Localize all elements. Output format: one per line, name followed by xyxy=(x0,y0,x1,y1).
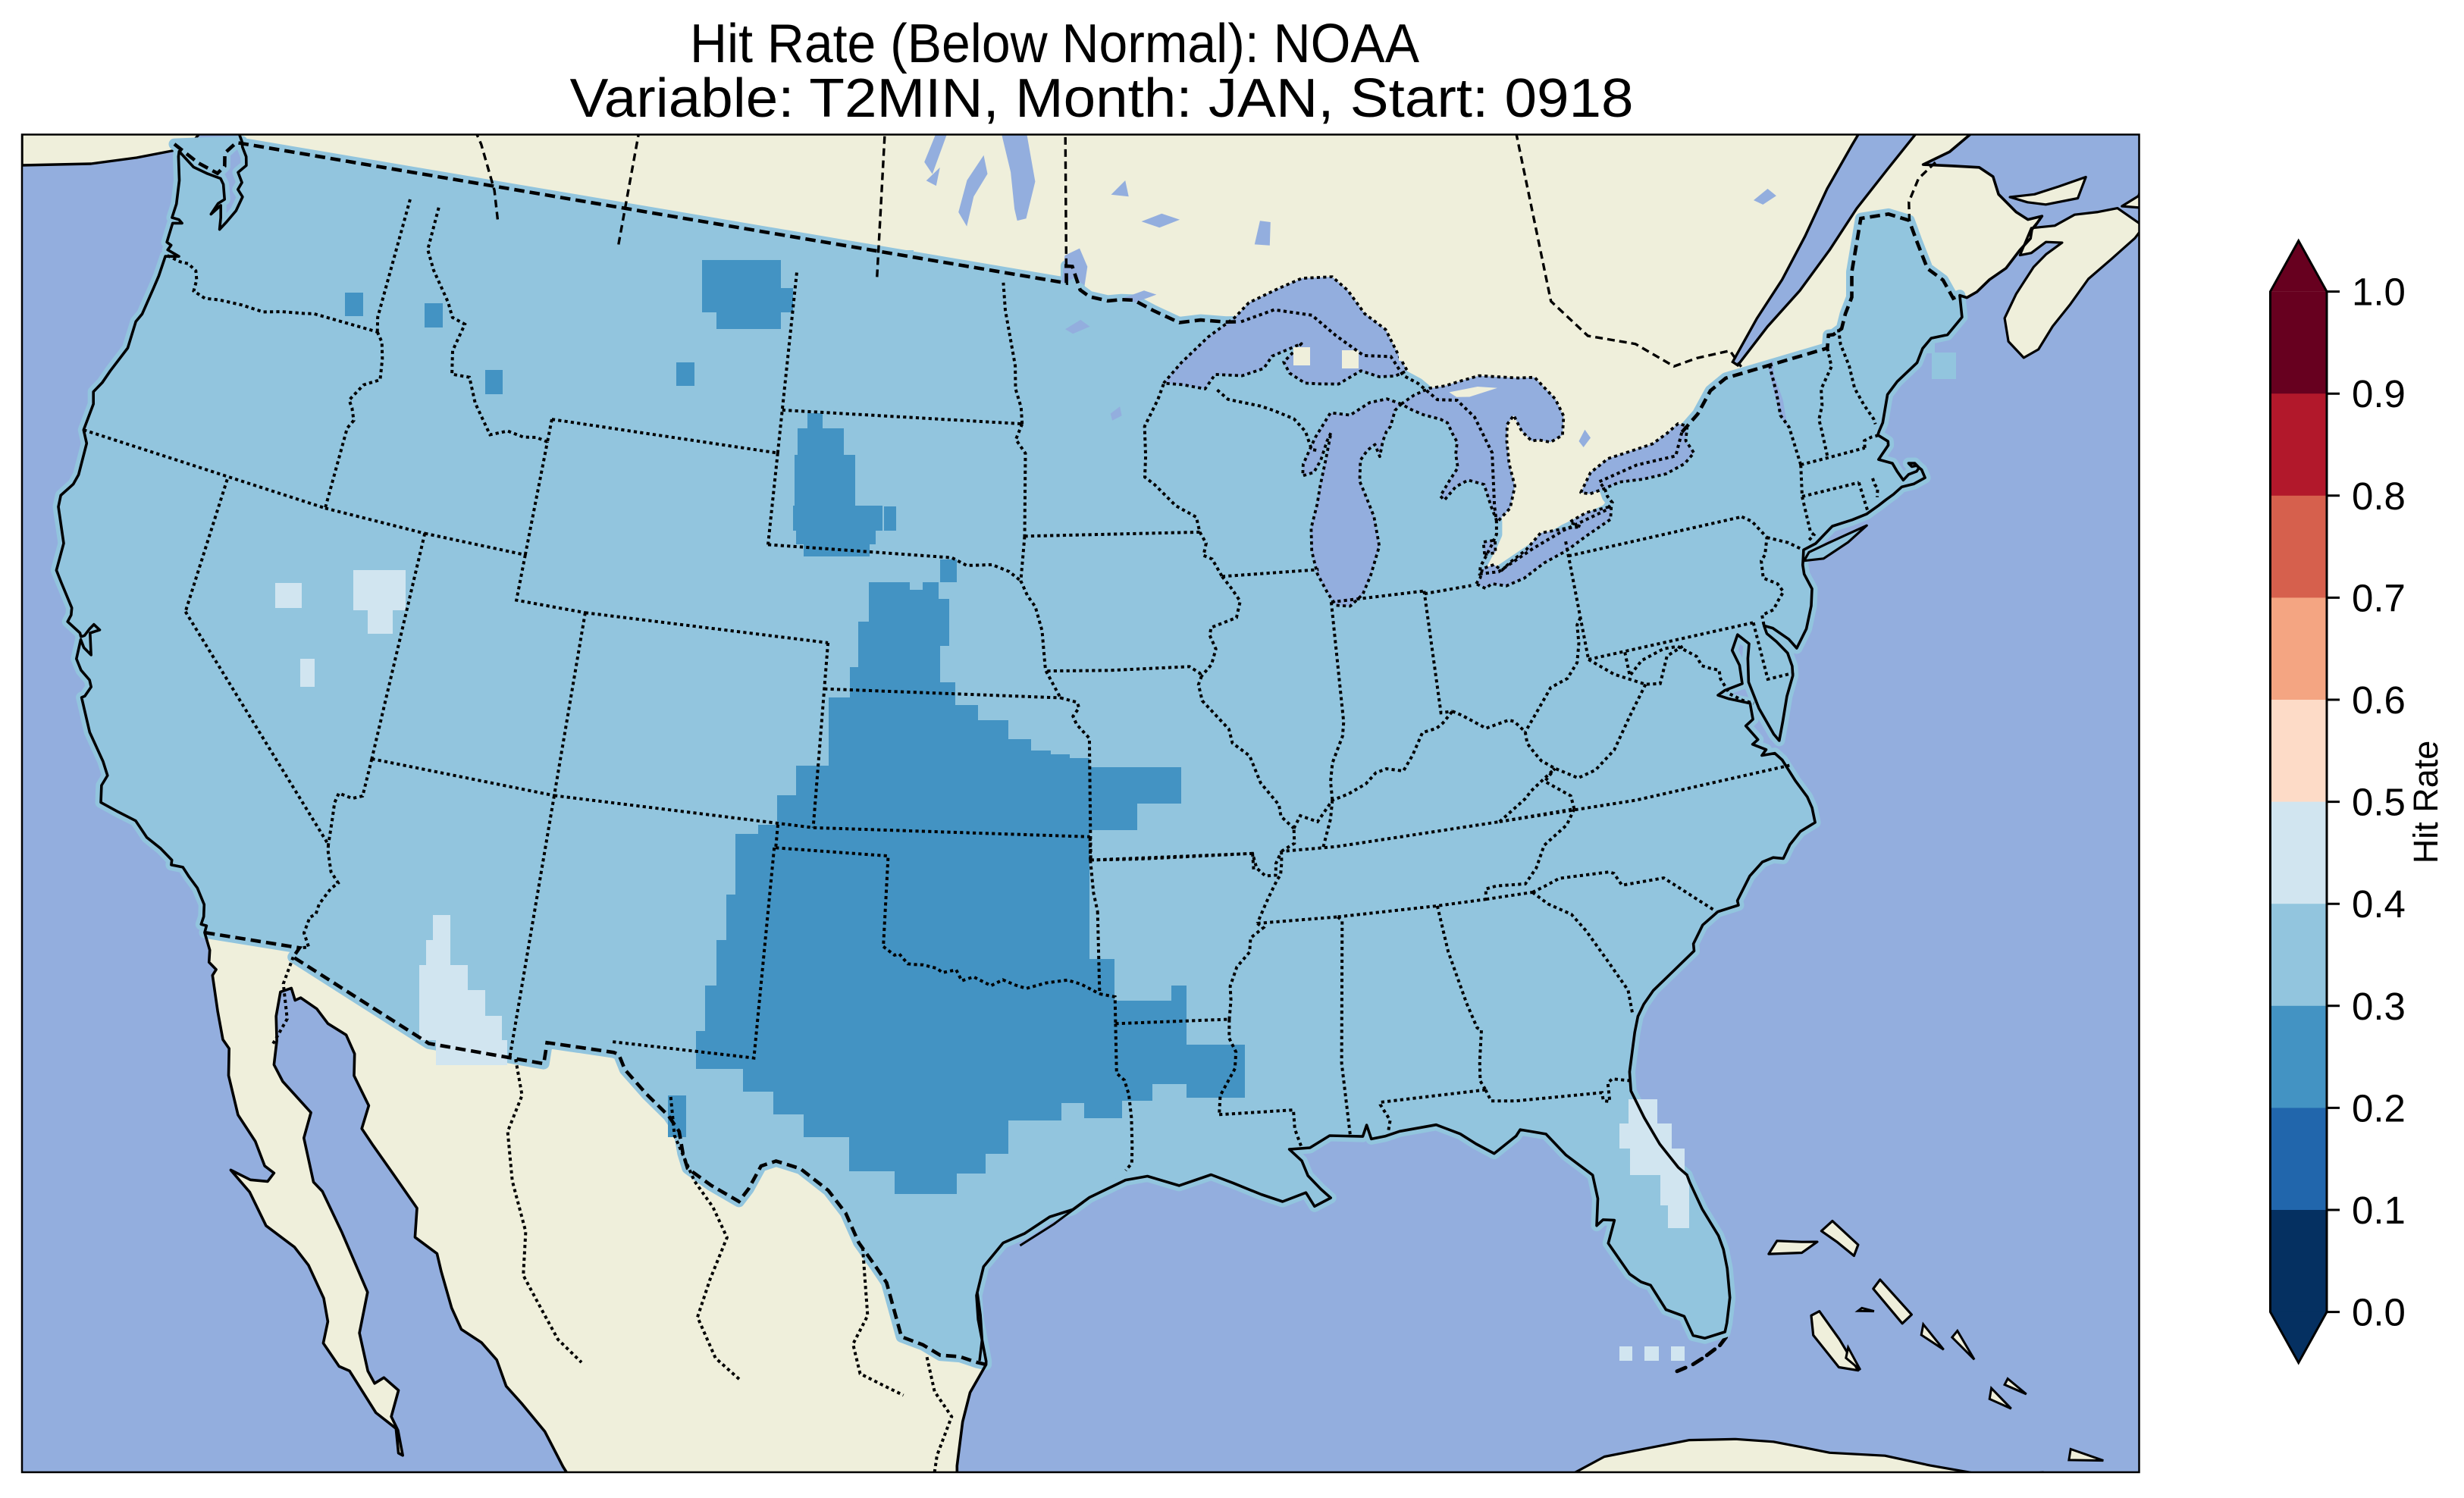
svg-text:0.9: 0.9 xyxy=(2352,372,2406,415)
svg-text:Variable: T2MIN, Month: JAN, S: Variable: T2MIN, Month: JAN, Start: 0918 xyxy=(570,68,1634,129)
svg-text:0.7: 0.7 xyxy=(2352,576,2406,619)
svg-text:Hit Rate: Hit Rate xyxy=(2406,741,2445,864)
svg-text:0.4: 0.4 xyxy=(2352,882,2406,926)
svg-text:0.6: 0.6 xyxy=(2352,678,2406,722)
svg-text:0.5: 0.5 xyxy=(2352,781,2406,824)
svg-text:0.8: 0.8 xyxy=(2352,475,2406,518)
svg-text:0.2: 0.2 xyxy=(2352,1086,2406,1130)
svg-text:0.0: 0.0 xyxy=(2352,1291,2406,1334)
svg-text:0.1: 0.1 xyxy=(2352,1189,2406,1232)
svg-text:1.0: 1.0 xyxy=(2352,271,2406,314)
svg-text:Hit Rate (Below Normal): NOAA: Hit Rate (Below Normal): NOAA xyxy=(690,14,1419,74)
svg-text:0.3: 0.3 xyxy=(2352,985,2406,1028)
